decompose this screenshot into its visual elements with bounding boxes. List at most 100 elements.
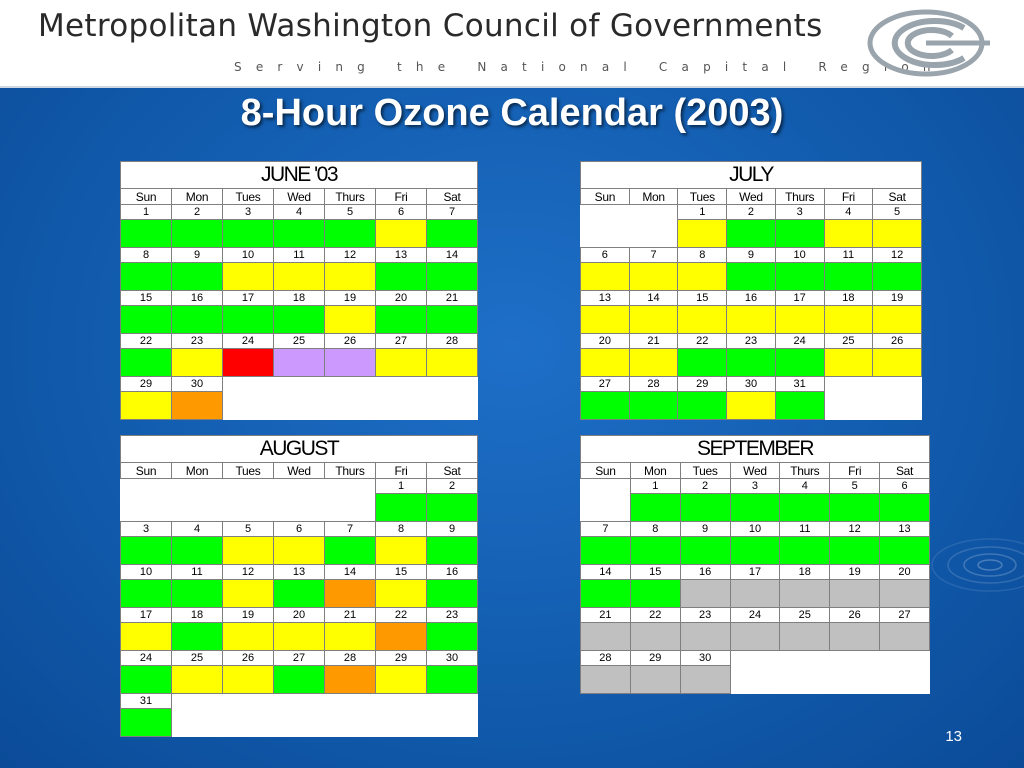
day-number: 1 — [120, 204, 172, 220]
ozone-level-cell — [872, 348, 922, 377]
day-number: 12 — [324, 247, 376, 263]
ozone-level-cell — [823, 262, 874, 291]
ozone-level-cell — [679, 579, 731, 608]
empty-cell — [171, 478, 223, 494]
empty-cell — [222, 478, 274, 494]
empty-cell — [824, 391, 873, 420]
day-number: 10 — [729, 521, 781, 537]
ozone-level-cell — [375, 348, 427, 377]
day-number: 20 — [375, 290, 427, 306]
day-number: 27 — [273, 650, 325, 666]
day-number: 18 — [171, 607, 223, 623]
day-number: 11 — [823, 247, 874, 263]
ozone-level-cell — [171, 622, 223, 651]
day-number: 16 — [726, 290, 776, 306]
day-of-week-header: Sat — [879, 462, 930, 479]
month-title: SEPTEMBER — [580, 435, 930, 463]
day-number: 12 — [872, 247, 922, 263]
day-number: 3 — [774, 204, 825, 220]
day-of-week-header: Sat — [872, 188, 922, 205]
ozone-level-cell — [375, 536, 427, 565]
day-number: 17 — [120, 607, 172, 623]
day-of-week-header: Sun — [120, 188, 172, 205]
cog-logo-icon — [867, 9, 990, 77]
ozone-level-cell — [774, 219, 825, 248]
day-number: 30 — [426, 650, 478, 666]
day-number: 7 — [426, 204, 478, 220]
day-number: 4 — [273, 204, 325, 220]
ozone-level-cell — [677, 348, 728, 377]
ozone-level-cell — [120, 262, 172, 291]
day-number: 6 — [375, 204, 427, 220]
day-of-week-header: Wed — [273, 462, 325, 479]
day-number: 18 — [779, 564, 831, 580]
day-of-week-header: Sat — [426, 462, 478, 479]
ozone-level-cell — [779, 622, 831, 651]
empty-cell — [375, 376, 427, 392]
ozone-level-cell — [729, 579, 781, 608]
day-number: 26 — [829, 607, 881, 623]
empty-cell — [222, 708, 274, 737]
day-of-week-header: Sun — [580, 188, 630, 205]
day-number: 15 — [375, 564, 427, 580]
day-number: 9 — [171, 247, 223, 263]
ozone-level-cell — [273, 219, 325, 248]
day-number: 17 — [774, 290, 825, 306]
ozone-level-cell — [829, 622, 881, 651]
ozone-level-cell — [273, 665, 325, 694]
day-number: 27 — [375, 333, 427, 349]
day-number: 29 — [629, 650, 681, 666]
empty-cell — [324, 376, 376, 392]
empty-cell — [580, 204, 630, 220]
day-number: 14 — [426, 247, 478, 263]
ozone-level-cell — [629, 622, 681, 651]
empty-cell — [879, 665, 930, 694]
ozone-level-cell — [872, 219, 922, 248]
ozone-level-cell — [426, 262, 478, 291]
ozone-level-cell — [324, 536, 376, 565]
day-of-week-header: Mon — [171, 188, 223, 205]
ozone-level-cell — [324, 262, 376, 291]
day-number: 26 — [324, 333, 376, 349]
day-number: 23 — [726, 333, 776, 349]
empty-cell — [872, 376, 922, 392]
ozone-level-cell — [222, 305, 274, 334]
empty-cell — [375, 693, 427, 709]
day-number: 21 — [628, 333, 679, 349]
day-number: 23 — [679, 607, 731, 623]
ozone-level-cell — [120, 708, 172, 737]
ozone-level-cell — [375, 305, 427, 334]
day-number: 14 — [580, 564, 631, 580]
day-number: 1 — [677, 204, 728, 220]
ozone-level-cell — [729, 622, 781, 651]
day-number: 19 — [222, 607, 274, 623]
empty-cell — [324, 493, 376, 522]
empty-cell — [273, 708, 325, 737]
ozone-level-cell — [171, 579, 223, 608]
empty-cell — [222, 493, 274, 522]
day-number: 13 — [273, 564, 325, 580]
day-number: 3 — [120, 521, 172, 537]
day-number: 28 — [628, 376, 679, 392]
ozone-level-cell — [679, 622, 731, 651]
ozone-level-cell — [679, 493, 731, 522]
ozone-level-cell — [222, 262, 274, 291]
day-number: 7 — [324, 521, 376, 537]
day-number: 6 — [879, 478, 930, 494]
day-of-week-header: Sun — [120, 462, 172, 479]
ozone-level-cell — [677, 391, 728, 420]
day-number: 7 — [580, 521, 631, 537]
day-number: 26 — [872, 333, 922, 349]
day-number: 23 — [426, 607, 478, 623]
day-of-week-header: Thurs — [774, 188, 825, 205]
ozone-level-cell — [273, 622, 325, 651]
day-number: 2 — [679, 478, 731, 494]
day-number: 8 — [629, 521, 681, 537]
day-number: 15 — [677, 290, 728, 306]
ozone-level-cell — [774, 391, 825, 420]
empty-cell — [829, 665, 880, 694]
day-number: 1 — [629, 478, 681, 494]
empty-cell — [375, 391, 427, 420]
ozone-level-cell — [273, 348, 325, 377]
day-number: 10 — [774, 247, 825, 263]
